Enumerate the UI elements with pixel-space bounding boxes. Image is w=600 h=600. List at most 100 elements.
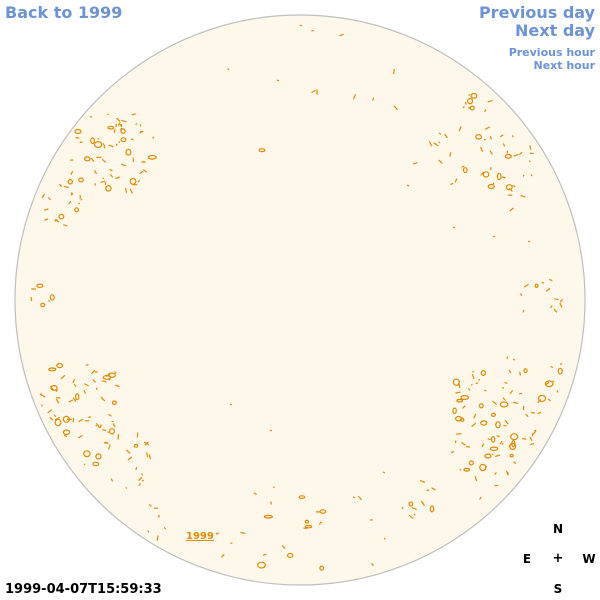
meteor-mark — [229, 403, 233, 406]
meteor-mark — [100, 396, 106, 402]
previous-day-link[interactable]: Previous day — [478, 3, 595, 22]
meteor-mark — [412, 162, 418, 165]
meteor-mark — [518, 151, 523, 156]
meteor-mark — [62, 429, 71, 436]
meteor-mark — [125, 148, 132, 156]
meteor-mark — [106, 113, 109, 116]
meteor-mark — [509, 390, 514, 395]
meteor-mark — [529, 436, 533, 441]
meteor-mark — [104, 441, 109, 445]
meteor-mark — [269, 429, 273, 432]
meteor-mark — [456, 398, 464, 403]
meteor-mark — [49, 294, 55, 301]
meteor-mark — [372, 97, 375, 101]
meteor-mark — [512, 358, 516, 361]
meteor-mark — [468, 93, 471, 96]
meteor-mark — [444, 133, 448, 139]
meteor-mark — [119, 124, 122, 127]
meteor-mark — [483, 389, 487, 392]
meteor-mark — [72, 417, 75, 423]
meteor-mark — [299, 24, 303, 27]
meteor-mark — [456, 433, 462, 435]
meteor-mark — [147, 154, 157, 160]
meteor-mark — [133, 443, 139, 448]
meteor-mark — [503, 424, 507, 427]
meteor-mark — [30, 297, 33, 302]
meteor-mark — [559, 362, 563, 366]
meteor-mark — [125, 486, 128, 489]
meteor-mark — [109, 168, 113, 172]
meteor-mark — [461, 165, 465, 168]
meteor-mark — [455, 391, 461, 394]
meteor-mark — [504, 419, 509, 425]
meteor-mark — [136, 432, 139, 438]
meteor-mark — [102, 143, 106, 149]
meteor-mark — [78, 434, 83, 439]
meteor-mark — [553, 308, 558, 313]
meteor-mark — [304, 524, 313, 529]
meteor-mark — [489, 150, 493, 155]
meteor-mark — [108, 413, 112, 417]
meteor-mark — [138, 477, 143, 482]
meteor-mark — [139, 170, 144, 175]
meteor-mark — [281, 544, 286, 549]
meteor-mark — [479, 463, 487, 472]
meteor-mark — [108, 378, 111, 381]
meteor-mark — [438, 132, 442, 135]
meteor-mark — [492, 400, 498, 405]
meteor-mark — [156, 535, 159, 541]
meteor-mark — [547, 398, 551, 402]
meteor-mark — [68, 200, 72, 204]
meteor-mark — [115, 176, 120, 180]
timestamp: 1999-04-07T15:59:33 — [5, 582, 162, 597]
back-to-year-link[interactable]: Back to 1999 — [5, 3, 123, 22]
meteor-mark — [496, 434, 500, 438]
meteor-mark — [467, 97, 474, 105]
meteor-mark — [319, 565, 325, 571]
meteor-mark — [58, 183, 63, 188]
meteor-mark — [120, 128, 126, 134]
meteor-mark — [552, 380, 555, 383]
meteor-mark — [473, 413, 477, 419]
meteor-mark — [72, 379, 75, 384]
previous-hour-link[interactable]: Previous hour — [508, 46, 595, 59]
meteor-mark — [491, 453, 494, 456]
meteor-mark — [60, 374, 66, 380]
meteor-mark — [54, 416, 60, 421]
meteor-mark — [520, 195, 526, 198]
year-link[interactable]: 1999 — [186, 531, 214, 542]
meteor-mark — [90, 137, 95, 145]
meteor-mark — [63, 434, 68, 438]
meteor-mark — [506, 356, 509, 360]
meteor-mark — [102, 429, 107, 432]
meteor-mark — [100, 180, 106, 183]
next-hour-link[interactable]: Next hour — [533, 59, 596, 72]
meteor-mark — [478, 378, 481, 381]
meteor-mark — [140, 130, 143, 133]
next-day-link[interactable]: Next day — [515, 21, 595, 40]
meteor-mark — [499, 440, 503, 445]
meteor-mark — [62, 415, 71, 423]
compass-west: W — [582, 552, 596, 566]
meteor-mark — [95, 422, 100, 428]
meteor-mark — [433, 142, 439, 147]
meteor-mark — [519, 371, 521, 376]
compass-north: N — [552, 522, 564, 536]
meteor-mark — [545, 381, 550, 386]
meteor-mark — [475, 134, 483, 140]
meteor-mark — [509, 453, 514, 458]
meteor-mark — [454, 178, 458, 183]
meteor-mark — [108, 444, 111, 450]
meteor-mark — [531, 433, 534, 437]
meteor-mark — [528, 160, 531, 163]
meteor-mark — [557, 367, 563, 375]
meteor-mark — [148, 454, 152, 460]
meteor-mark — [504, 381, 508, 384]
compass-south: S — [553, 582, 563, 596]
meteor-mark — [487, 183, 495, 190]
meteor-mark — [78, 202, 81, 205]
meteor-mark — [534, 283, 539, 288]
meteor-mark — [544, 380, 554, 388]
meteor-mark — [93, 170, 98, 175]
meteor-mark — [55, 398, 60, 404]
